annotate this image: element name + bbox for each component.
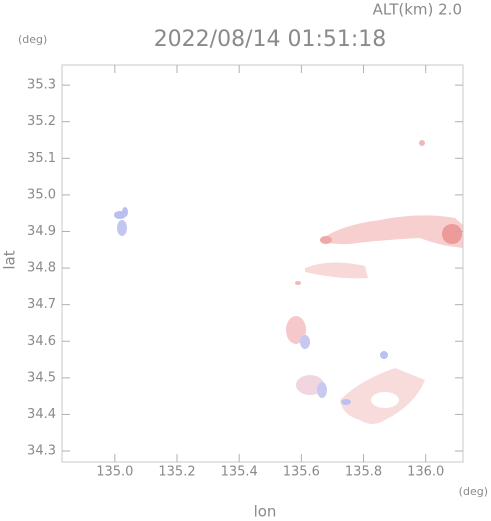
y-axis-label: lat	[1, 250, 19, 269]
echo	[122, 207, 128, 217]
echo	[371, 392, 399, 408]
y-tick-label: 34.7	[27, 297, 56, 312]
x-tick-label: 136.0	[407, 465, 444, 480]
x-tick-label: 135.0	[96, 465, 133, 480]
echo	[300, 335, 310, 349]
y-tick-label: 34.5	[27, 370, 56, 385]
x-tick-label: 135.4	[221, 465, 258, 480]
y-tick-label: 34.8	[27, 261, 56, 276]
echo	[317, 382, 327, 398]
y-tick-label: 34.3	[27, 444, 56, 459]
echo	[320, 236, 332, 244]
y-tick-label: 34.4	[27, 407, 56, 422]
x-tick-label: 135.2	[158, 465, 195, 480]
x-tick-label: 135.8	[345, 465, 382, 480]
echo	[295, 281, 301, 285]
altitude-label: ALT(km) 2.0	[373, 1, 462, 19]
y-tick-label: 35.0	[27, 187, 56, 202]
y-tick-label: 34.9	[27, 224, 56, 239]
echo	[286, 316, 306, 344]
y-unit: (deg)	[18, 33, 47, 46]
y-tick-label: 35.2	[27, 114, 56, 129]
echo	[380, 351, 388, 359]
radar-echoes	[114, 140, 463, 424]
y-tick-label: 34.6	[27, 334, 56, 349]
x-unit: (deg)	[459, 485, 488, 498]
chart-title: 2022/08/14 01:51:18	[154, 27, 387, 52]
echo	[305, 262, 368, 279]
echo	[341, 399, 351, 405]
echo	[320, 215, 463, 248]
echo	[442, 224, 462, 244]
x-axis-label: lon	[254, 503, 277, 521]
plot-frame	[61, 64, 464, 463]
y-tick-label: 35.1	[27, 151, 56, 166]
y-tick-label: 35.3	[27, 78, 56, 93]
x-tick-label: 135.6	[283, 465, 320, 480]
echo	[419, 140, 425, 146]
echo	[117, 220, 127, 236]
